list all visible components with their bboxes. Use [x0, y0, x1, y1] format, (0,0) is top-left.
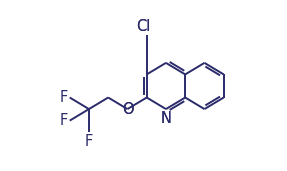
Text: N: N: [160, 111, 171, 126]
Text: F: F: [60, 113, 68, 128]
Text: O: O: [122, 102, 133, 117]
Text: F: F: [85, 134, 93, 149]
FancyBboxPatch shape: [161, 108, 170, 115]
Text: Cl: Cl: [136, 19, 151, 34]
FancyBboxPatch shape: [123, 105, 132, 113]
Text: Cl: Cl: [136, 19, 151, 34]
Text: N: N: [160, 111, 171, 126]
Text: F: F: [60, 90, 68, 105]
Text: O: O: [122, 102, 133, 117]
FancyBboxPatch shape: [139, 28, 153, 34]
